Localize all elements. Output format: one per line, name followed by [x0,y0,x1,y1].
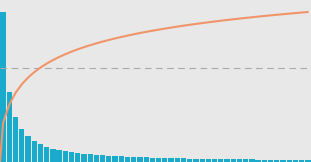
Bar [156,158,161,162]
Bar [137,157,142,162]
Bar [305,160,311,162]
Bar [281,160,286,162]
Bar [237,159,242,162]
Bar [268,160,273,162]
Bar [262,160,267,162]
Bar [38,144,43,162]
Bar [243,159,248,162]
Bar [0,12,6,162]
Bar [56,150,62,162]
Bar [81,154,86,162]
Bar [231,159,236,162]
Bar [150,158,155,162]
Bar [187,159,192,162]
Bar [88,154,93,162]
Bar [218,159,223,162]
Bar [25,136,30,162]
Bar [193,159,198,162]
Bar [131,157,136,162]
Bar [206,159,211,162]
Bar [94,155,99,162]
Bar [169,158,174,162]
Bar [299,160,304,162]
Bar [69,152,74,162]
Bar [287,160,292,162]
Bar [200,159,205,162]
Bar [293,160,298,162]
Bar [75,153,80,162]
Bar [44,147,49,162]
Bar [256,160,261,162]
Bar [274,160,280,162]
Bar [212,159,217,162]
Bar [7,92,12,162]
Bar [32,141,37,162]
Bar [249,159,254,162]
Bar [106,156,111,162]
Bar [63,151,68,162]
Bar [100,155,105,162]
Bar [118,156,124,162]
Bar [175,158,180,162]
Bar [143,157,149,162]
Bar [113,156,118,162]
Bar [181,158,186,162]
Bar [50,149,56,162]
Bar [125,157,130,162]
Bar [162,158,167,162]
Bar [225,159,230,162]
Bar [13,117,18,162]
Bar [19,129,24,162]
